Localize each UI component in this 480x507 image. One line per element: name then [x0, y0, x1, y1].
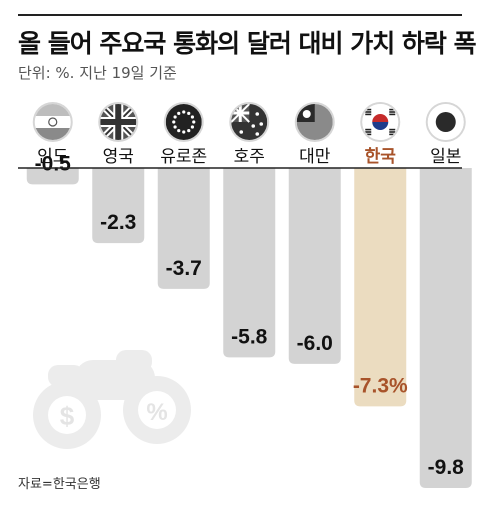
bar-5	[354, 168, 407, 407]
bar-6	[419, 168, 472, 488]
chart-title: 올 들어 주요국 통화의 달러 대비 가치 하락 폭	[18, 29, 477, 58]
category-label-2: 유로존	[160, 147, 207, 167]
value-label-0: -0.5	[35, 152, 72, 175]
value-label-6: -9.8	[428, 456, 465, 479]
eu-flag-icon	[163, 102, 204, 142]
korea-flag-icon	[360, 102, 401, 142]
value-label-4: -6.0	[297, 332, 333, 355]
source-note: 자료=한국은행	[18, 477, 101, 492]
binoculars-right-eyepiece	[116, 350, 152, 372]
percent-coin-icon	[138, 391, 176, 429]
category-label-1: 영국	[103, 147, 134, 167]
japan-flag-icon	[425, 102, 466, 142]
binoculars-left-eyepiece	[48, 365, 84, 387]
bar-4	[288, 168, 341, 364]
bar-2	[157, 168, 210, 289]
bar-1	[92, 168, 145, 244]
bar-3	[223, 168, 276, 358]
top-rule	[18, 14, 462, 16]
category-label-0: 인도	[37, 147, 68, 167]
category-label-6: 일본	[430, 147, 461, 167]
percent-sign-icon: %	[146, 399, 167, 426]
uk-flag-icon	[98, 102, 139, 142]
category-label-5: 한국	[365, 147, 397, 167]
dollar-coin-icon	[48, 396, 86, 434]
value-label-1: -2.3	[100, 211, 136, 234]
chart-subtitle: 단위: %. 지난 19일 기준	[18, 64, 177, 82]
category-label-3: 호주	[234, 147, 265, 167]
dollar-sign-icon: $	[60, 401, 75, 431]
category-label-4: 대만	[299, 147, 331, 167]
binoculars-illustration: $ %	[33, 350, 191, 449]
value-label-3: -5.8	[231, 325, 268, 348]
value-label-2: -3.7	[166, 257, 202, 280]
australia-flag-icon	[229, 102, 270, 142]
value-label-5: -7.3%	[353, 374, 408, 397]
taiwan-flag-icon	[294, 102, 335, 142]
india-flag-icon	[32, 102, 73, 142]
bar-0	[26, 168, 79, 185]
